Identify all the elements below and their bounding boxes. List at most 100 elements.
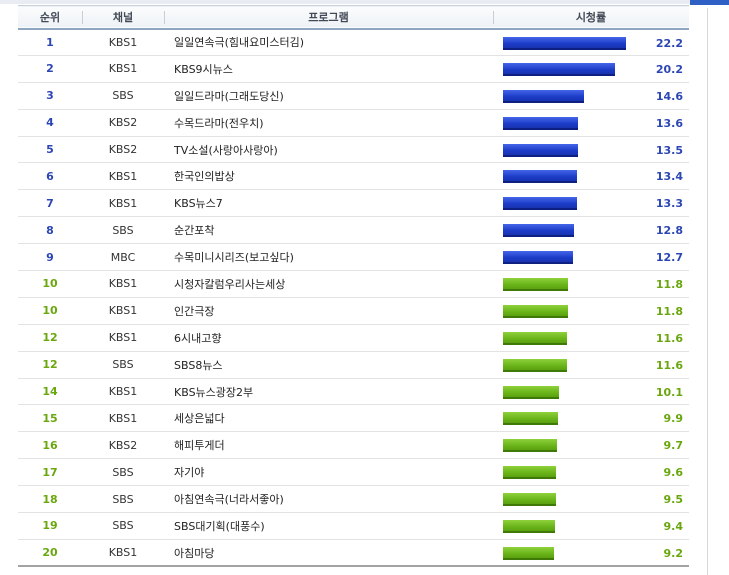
channel-cell: SBS: [112, 89, 134, 103]
channel-cell: KBS1: [108, 304, 138, 318]
rating-value: 20.2: [655, 62, 683, 76]
ratings-table-container: 순위 채널 프로그램 시청률 1 KBS1 일일연속극(힘내요미스터김) 22.2 2 K…: [18, 5, 689, 567]
rank-cell: 6: [46, 169, 54, 183]
table-header-row: 순위 채널 프로그램 시청률: [18, 5, 689, 29]
header-channel: 채널: [82, 6, 164, 29]
rating-cell: 10.1: [493, 378, 689, 405]
rating-bar: [503, 331, 567, 345]
rating-bar: [503, 385, 559, 399]
program-cell: 수목미니시리즈(보고싶다): [174, 251, 294, 265]
rank-cell: 5: [46, 143, 54, 156]
rating-value: 9.5: [663, 493, 684, 507]
rating-value: 14.6: [655, 89, 683, 103]
channel-cell: KBS1: [108, 411, 138, 425]
rating-cell: 11.8: [493, 297, 689, 324]
table-row: 2 KBS1 KBS9시뉴스 20.2: [18, 55, 689, 83]
program-cell: 시청자칼럼우리사는세상: [174, 277, 286, 291]
rating-value: 13.3: [655, 197, 683, 211]
table-row: 12 KBS1 6시내고향 11.6: [18, 324, 689, 352]
program-cell: 아침연속극(너라서좋아): [174, 493, 284, 507]
rating-bar: [503, 520, 555, 534]
rating-cell: 9.6: [493, 459, 689, 486]
header-program: 프로그램: [164, 6, 493, 29]
right-divider: [707, 8, 708, 575]
rating-value: 13.6: [655, 116, 683, 130]
rating-value: 11.6: [655, 331, 683, 345]
channel-cell: KBS1: [108, 62, 138, 76]
rating-cell: 9.2: [493, 539, 689, 566]
rating-cell: 13.3: [493, 190, 689, 217]
program-cell: 수목드라마(전우치): [174, 116, 264, 130]
rating-cell: 11.6: [493, 351, 689, 378]
table-row: 6 KBS1 한국인의밥상 13.4: [18, 163, 689, 190]
rating-bar: [503, 466, 556, 480]
rating-value: 12.7: [655, 251, 683, 265]
rating-value: 11.8: [655, 278, 683, 292]
rating-bar: [503, 36, 626, 50]
program-cell: 인간극장: [174, 304, 215, 318]
channel-cell: KBS1: [108, 169, 138, 183]
channel-cell: KBS1: [108, 196, 138, 210]
table-row: 19 SBS SBS대기획(대풍수) 9.4: [18, 513, 689, 540]
program-cell: KBS9시뉴스: [174, 62, 233, 76]
rating-cell: 13.5: [493, 136, 689, 163]
program-cell: 일일연속극(힘내요미스터김): [174, 36, 305, 50]
rank-cell: 20: [42, 546, 58, 560]
rating-cell: 13.6: [493, 109, 689, 136]
rank-cell: 7: [46, 196, 54, 210]
rating-bar: [503, 89, 584, 103]
rating-value: 11.8: [655, 304, 683, 318]
channel-cell: MBC: [110, 250, 136, 264]
table-row: 20 KBS1 아침마당 9.2: [18, 539, 689, 567]
program-cell: 한국인의밥상: [174, 170, 235, 184]
table-row: 14 KBS1 KBS뉴스광장2부 10.1: [18, 378, 689, 405]
rating-bar: [503, 251, 573, 265]
rating-value: 13.5: [655, 143, 683, 157]
channel-cell: KBS1: [108, 546, 138, 560]
rating-cell: 13.4: [493, 163, 689, 190]
rating-bar: [503, 304, 568, 318]
channel-cell: KBS1: [108, 277, 138, 291]
rating-value: 10.1: [655, 385, 683, 399]
table-row: 16 KBS2 해피투게더 9.7: [18, 432, 689, 459]
program-cell: KBS뉴스7: [174, 197, 223, 211]
rank-cell: 12: [42, 331, 58, 345]
rating-bar: [503, 412, 558, 426]
rating-cell: 9.5: [493, 486, 689, 513]
rating-bar: [503, 493, 556, 507]
rating-bar: [503, 224, 574, 238]
program-cell: 6시내고향: [174, 331, 222, 345]
rank-cell: 3: [46, 89, 54, 103]
rating-cell: 12.7: [493, 244, 689, 271]
top-right-accent: [690, 0, 729, 5]
channel-cell: KBS2: [108, 143, 138, 156]
channel-cell: SBS: [112, 465, 134, 479]
header-rating: 시청률: [493, 6, 689, 29]
rating-cell: 9.7: [493, 432, 689, 459]
rank-cell: 14: [42, 385, 58, 399]
table-row: 12 SBS SBS8뉴스 11.6: [18, 351, 689, 379]
top-border: [0, 0, 729, 4]
rating-value: 9.6: [663, 466, 684, 480]
rank-cell: 19: [42, 519, 58, 533]
rating-bar: [503, 278, 568, 292]
rating-bar: [503, 170, 577, 184]
rating-value: 22.2: [655, 36, 683, 50]
program-cell: 순간포착: [174, 224, 215, 238]
channel-cell: SBS: [112, 358, 134, 372]
table-row: 1 KBS1 일일연속극(힘내요미스터김) 22.2: [18, 29, 689, 56]
rating-cell: 9.4: [493, 513, 689, 540]
rank-cell: 18: [42, 492, 58, 506]
rating-bar: [503, 143, 578, 157]
channel-cell: KBS1: [108, 385, 138, 399]
table-row: 8 SBS 순간포착 12.8: [18, 217, 689, 244]
table-row: 17 SBS 자기야 9.6: [18, 459, 689, 486]
rank-cell: 8: [46, 223, 54, 237]
table-row: 10 KBS1 인간극장 11.8: [18, 297, 689, 325]
channel-cell: SBS: [112, 519, 134, 533]
ratings-table: 순위 채널 프로그램 시청률 1 KBS1 일일연속극(힘내요미스터김) 22.2 2 K…: [18, 5, 689, 567]
rank-cell: 15: [42, 411, 58, 425]
rank-cell: 1: [46, 35, 54, 49]
rating-bar: [503, 546, 554, 560]
rating-value: 9.7: [663, 439, 684, 453]
